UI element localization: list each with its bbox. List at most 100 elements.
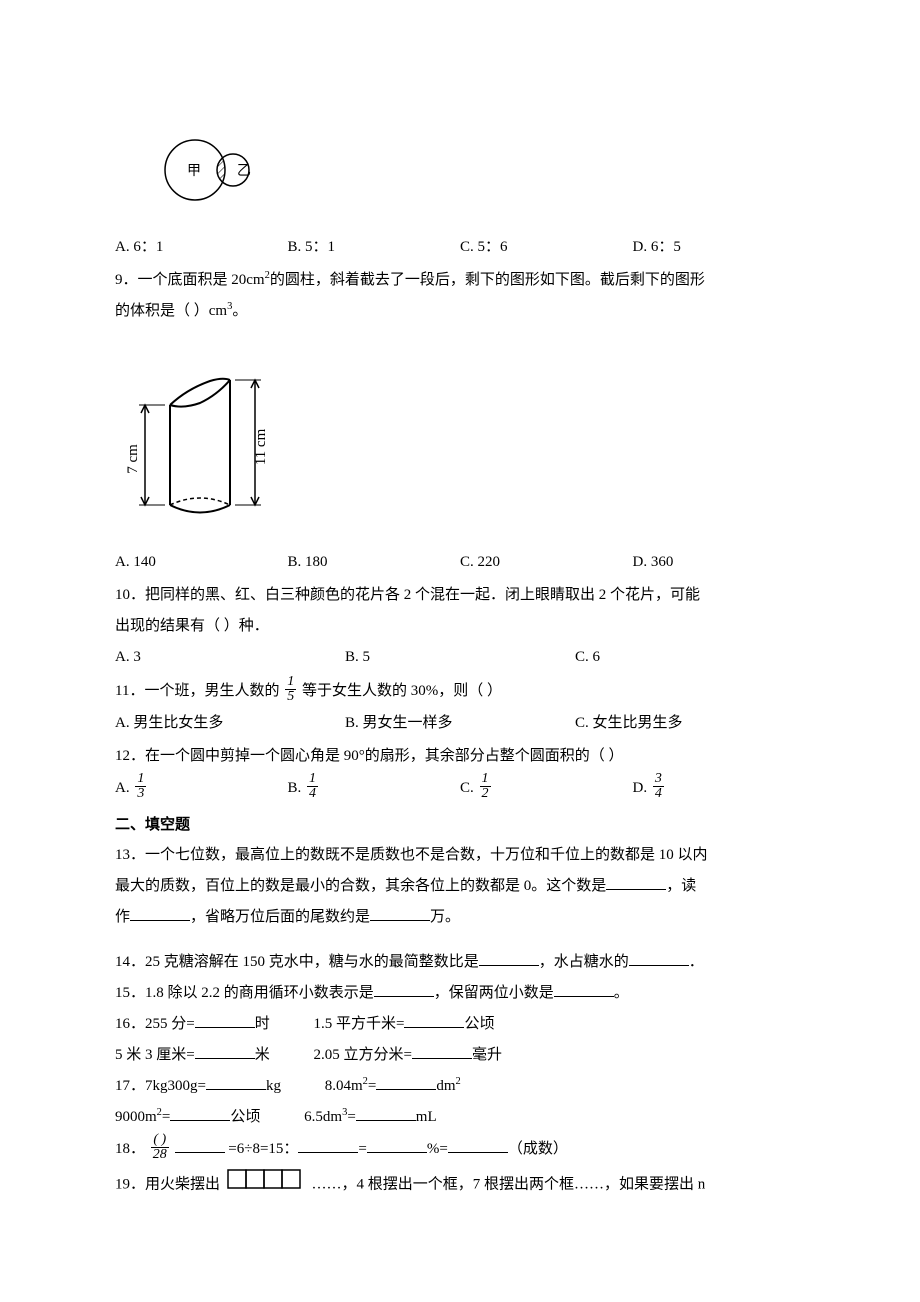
blank — [376, 1074, 436, 1091]
q12-b-prefix: B. — [288, 780, 306, 796]
q8-opt-c: C. 5：6 — [460, 234, 633, 261]
q11-opt-a: A. 男生比女生多 — [115, 710, 345, 737]
q12-c-prefix: C. — [460, 780, 478, 796]
q9-opt-c: C. 220 — [460, 549, 633, 576]
blank — [606, 874, 666, 891]
q16-p4b: 毫升 — [472, 1047, 502, 1063]
q11-opt-c: C. 女生比男生多 — [575, 710, 805, 737]
q9-opt-d: D. 360 — [633, 549, 806, 576]
q19-post: ……，4 根摆出一个框，7 根摆出两个框……，如果要摆出 n — [312, 1176, 706, 1192]
q17-p2b: = — [368, 1078, 376, 1094]
q18-mid2: = — [358, 1141, 366, 1157]
q11-pre: 11．一个班，男生人数的 — [115, 683, 279, 699]
q12-d-prefix: D. — [633, 780, 651, 796]
q10-opt-a: A. 3 — [115, 644, 345, 671]
q17-p3c: 公顷 — [230, 1109, 260, 1125]
blank — [479, 950, 539, 967]
venn-label-right: 乙 — [237, 163, 251, 179]
q11-frac: 1 5 — [285, 675, 296, 704]
q16-p2b: 公顷 — [464, 1016, 494, 1032]
q12-opt-b: B. 14 — [288, 774, 461, 803]
blank — [356, 1105, 416, 1122]
q9-opt-b: B. 180 — [288, 549, 461, 576]
q10-line2: 出现的结果有（ ）种． — [115, 613, 805, 640]
q10-opt-b: B. 5 — [345, 644, 575, 671]
blank — [175, 1136, 225, 1153]
q9-stem-mid: 的圆柱，斜着截去了一段后，剩下的图形如下图。截后剩下的图形 — [270, 272, 705, 288]
q16-p2a: 1.5 平方千米= — [313, 1016, 404, 1032]
q16-row2: 5 米 3 厘米= 米 2.05 立方分米= 毫升 — [115, 1042, 805, 1069]
q12-d-frac: 34 — [653, 772, 664, 801]
q12-a-frac: 13 — [135, 772, 146, 801]
blank — [629, 950, 689, 967]
blank — [448, 1136, 508, 1153]
q15-a: 15．1.8 除以 2.2 的商用循环小数表示是 — [115, 985, 374, 1001]
q18-pre: 18． — [115, 1141, 145, 1157]
blank — [367, 1136, 427, 1153]
q9-stem-line2: 的体积是（ ）cm3。 — [115, 298, 805, 325]
q9-stem-prefix: 9．一个底面积是 20cm — [115, 272, 265, 288]
q17-p2c: dm — [436, 1078, 455, 1094]
q9-stem-suffix-b: 。 — [232, 303, 247, 319]
q10-options: A. 3 B. 5 C. 6 — [115, 644, 805, 671]
q9-stem-line1: 9．一个底面积是 20cm2的圆柱，斜着截去了一段后，剩下的图形如下图。截后剩下… — [115, 267, 805, 294]
cylinder-right-dim: 11 cm — [253, 428, 269, 465]
q17-p3b: = — [162, 1109, 170, 1125]
q17-row1: 17．7kg300g=kg 8.04m2=dm2 — [115, 1073, 805, 1100]
cylinder-left-dim: 7 cm — [125, 444, 141, 474]
blank — [206, 1074, 266, 1091]
q12-c-frac: 12 — [480, 772, 491, 801]
q18-den: 28 — [151, 1148, 169, 1162]
q11-post: 等于女生人数的 30%，则（ ） — [302, 683, 502, 699]
q9-options: A. 140 B. 180 C. 220 D. 360 — [115, 549, 805, 576]
blank — [195, 1043, 255, 1060]
q9-stem-suffix-a: 的体积是（ ）cm — [115, 303, 227, 319]
q17-p1b: kg — [266, 1078, 281, 1094]
q12-options: A. 13 B. 14 C. 12 D. 34 — [115, 774, 805, 803]
q10-opt-c: C. 6 — [575, 644, 805, 671]
section-2-heading: 二、填空题 — [115, 811, 805, 838]
q13-line3: 作，省略万位后面的尾数约是万。 — [115, 904, 805, 931]
q14-b: ，水占糖水的 — [539, 954, 629, 970]
q11-den: 5 — [285, 690, 296, 704]
q16-row1: 16．255 分= 时 1.5 平方千米= 公顷 — [115, 1011, 805, 1038]
q17-p4a: 6.5dm — [304, 1109, 342, 1125]
q9-opt-a: A. 140 — [115, 549, 288, 576]
blank — [195, 1012, 255, 1029]
blank — [554, 981, 614, 998]
q12-opt-d: D. 34 — [633, 774, 806, 803]
q17-p4c: mL — [416, 1109, 437, 1125]
venn-svg: 甲 乙 — [155, 130, 275, 210]
matchstick-boxes-icon — [226, 1168, 306, 1202]
q17-p1a: 17．7kg300g= — [115, 1078, 206, 1094]
q17-p3a: 9000m — [115, 1109, 157, 1125]
q12-stem: 12．在一个圆中剪掉一个圆心角是 90°的扇形，其余部分占整个圆面积的（ ） — [115, 743, 805, 770]
q11-num: 1 — [285, 675, 296, 690]
blank — [412, 1043, 472, 1060]
q19-line: 19．用火柴摆出 ……，4 根摆出一个框，7 根摆出两个框……，如果要摆出 n — [115, 1168, 805, 1202]
q11-stem: 11．一个班，男生人数的 1 5 等于女生人数的 30%，则（ ） — [115, 677, 805, 706]
q13-l2a: 最大的质数，百位上的数是最小的合数，其余各位上的数都是 0。这个数是 — [115, 878, 606, 894]
q16-p3b: 米 — [255, 1047, 270, 1063]
venn-figure: 甲 乙 — [155, 130, 805, 220]
q19-pre: 19．用火柴摆出 — [115, 1176, 220, 1192]
q16-p1b: 时 — [255, 1016, 270, 1032]
q18-line: 18． ( ) 28 =6÷8=15：=%=（成数） — [115, 1135, 805, 1164]
q8-opt-a: A. 6：1 — [115, 234, 288, 261]
q15-b: ，保留两位小数是 — [434, 985, 554, 1001]
q12-b-frac: 14 — [307, 772, 318, 801]
q13-l3c: 万。 — [430, 909, 460, 925]
q11-options: A. 男生比女生多 B. 男女生一样多 C. 女生比男生多 — [115, 710, 805, 737]
q16-p3a: 5 米 3 厘米= — [115, 1047, 195, 1063]
q15-line: 15．1.8 除以 2.2 的商用循环小数表示是，保留两位小数是。 — [115, 980, 805, 1007]
cylinder-figure: 7 cm 11 cm — [115, 335, 805, 545]
q18-mid3: %= — [427, 1141, 448, 1157]
q13-l2b: ，读 — [666, 878, 696, 894]
q16-p1a: 16．255 分= — [115, 1016, 195, 1032]
q16-p4a: 2.05 立方分米= — [313, 1047, 411, 1063]
q18-mid1: =6÷8=15： — [228, 1141, 298, 1157]
q8-opt-b: B. 5：1 — [288, 234, 461, 261]
q13-line2: 最大的质数，百位上的数是最小的合数，其余各位上的数都是 0。这个数是 ，读 — [115, 873, 805, 900]
cylinder-svg: 7 cm 11 cm — [115, 335, 275, 535]
q12-opt-a: A. 13 — [115, 774, 288, 803]
